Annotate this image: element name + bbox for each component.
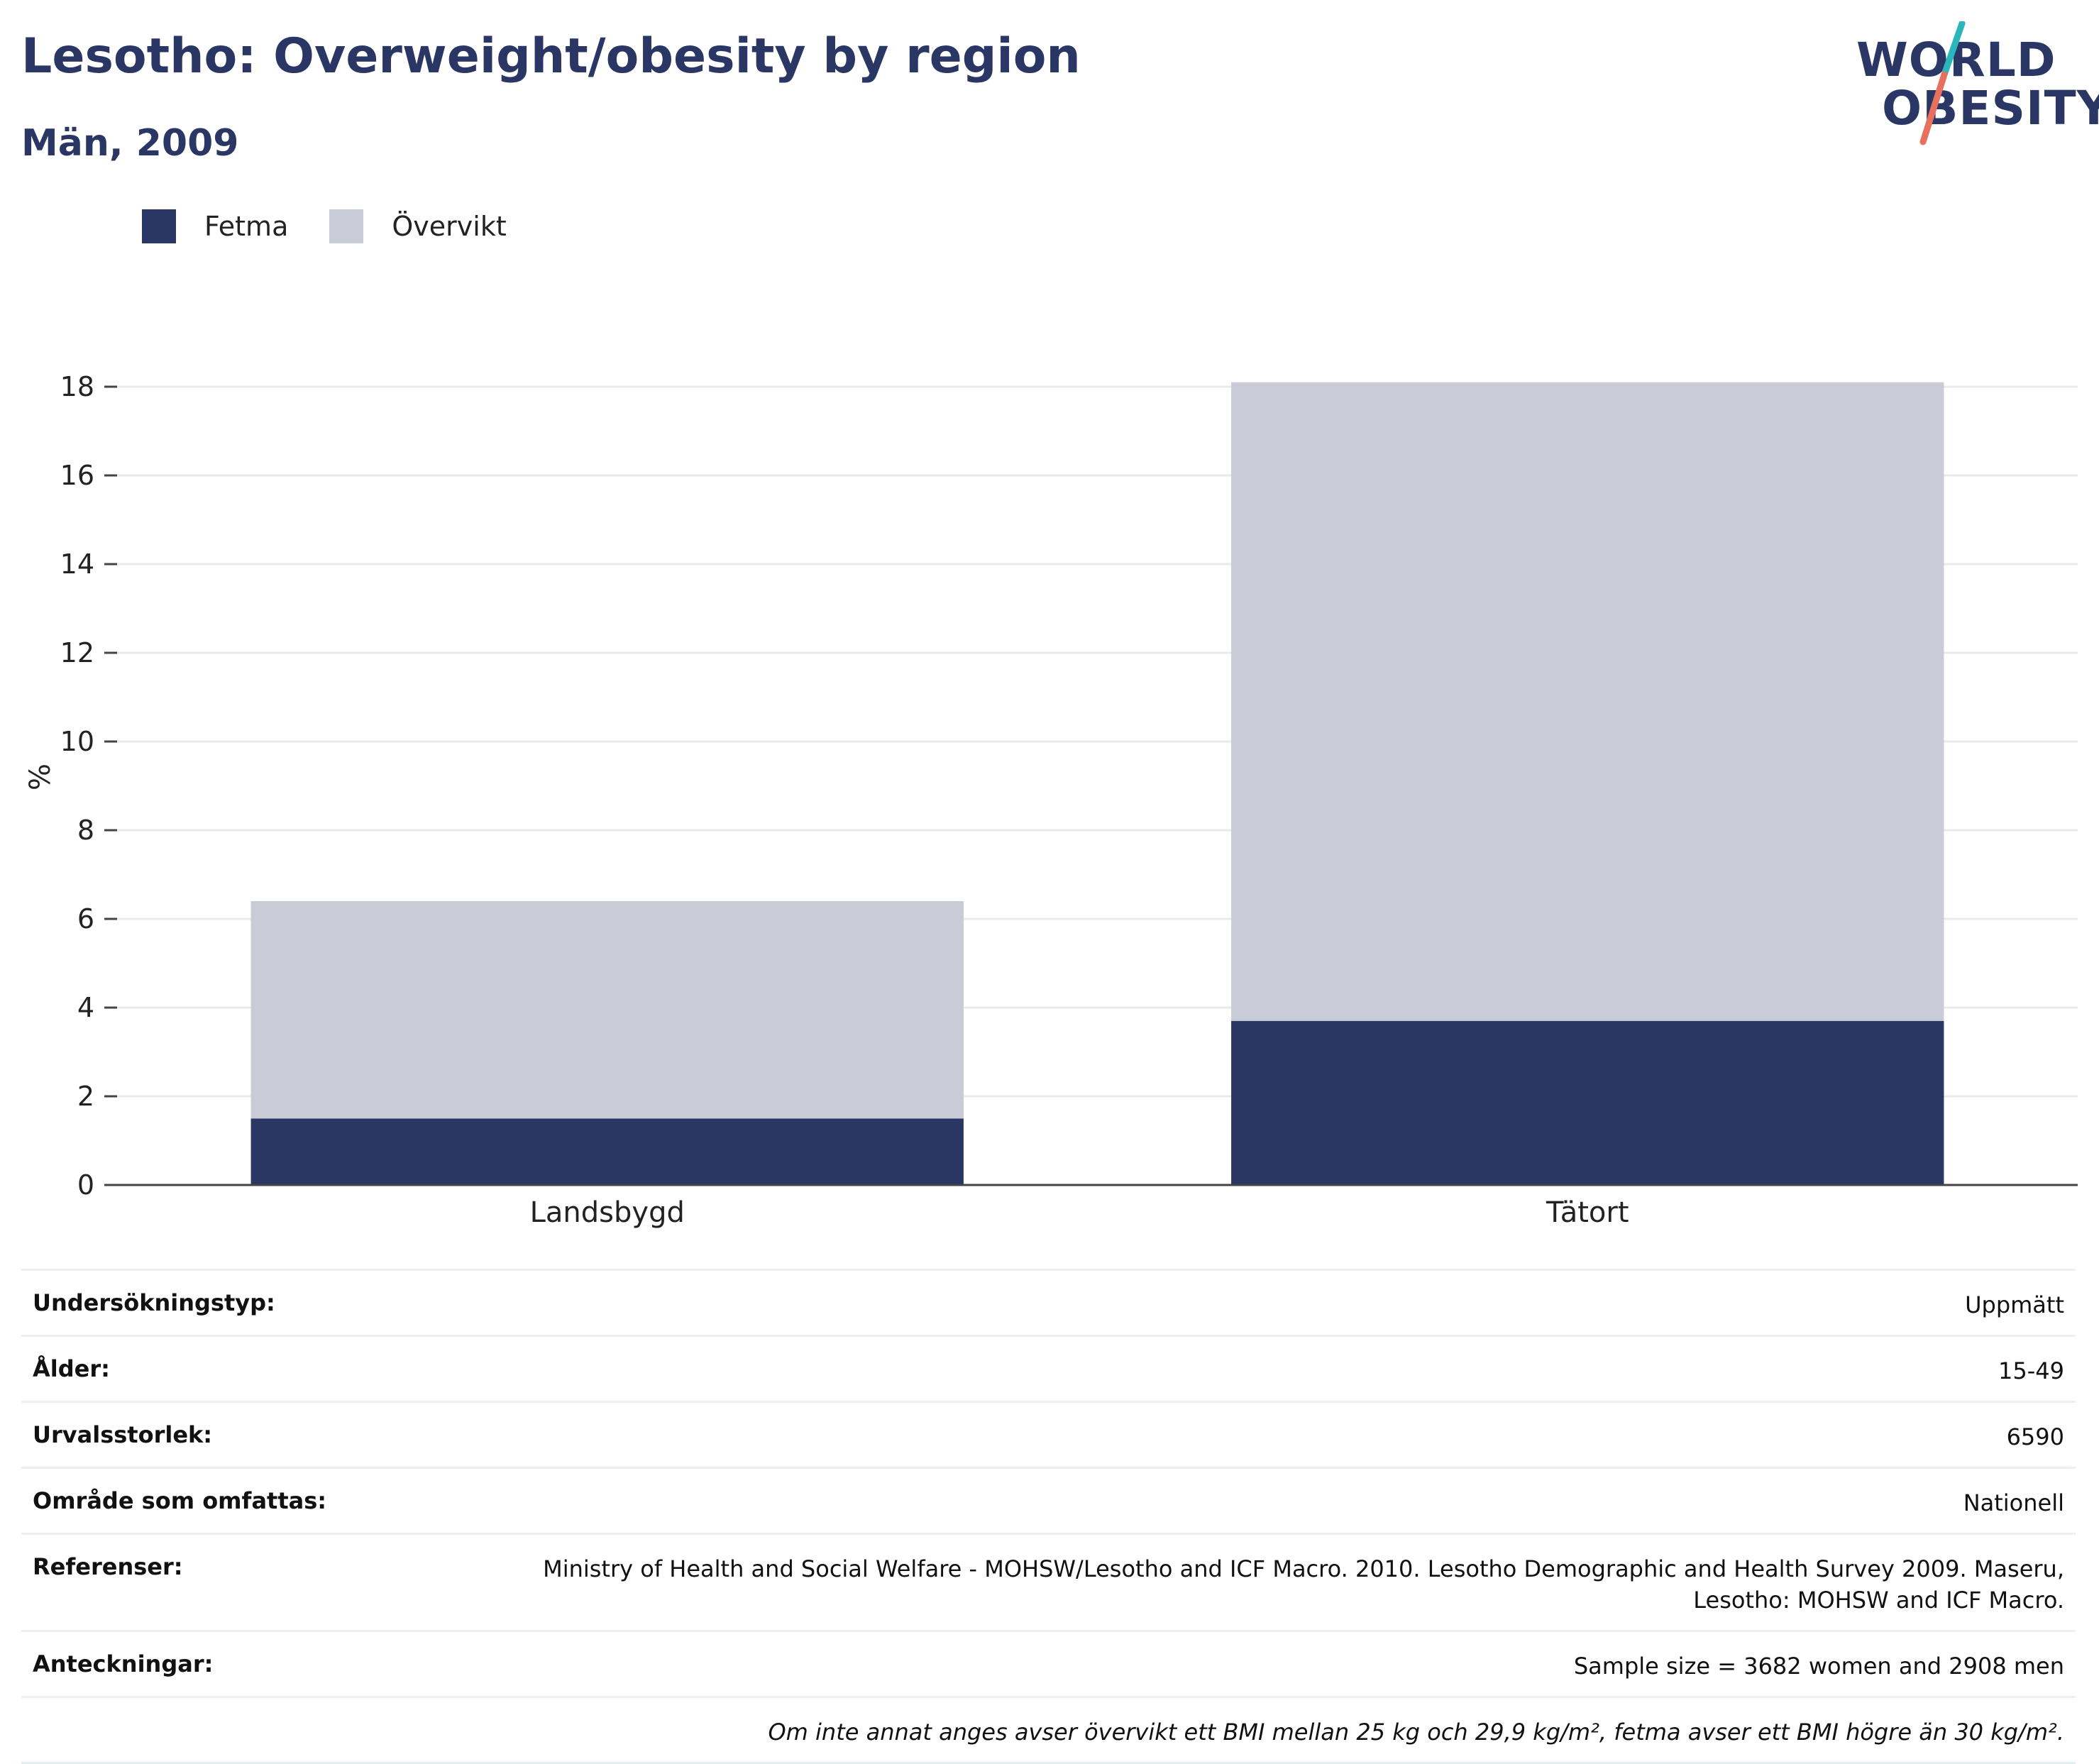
y-tick-label: 0 <box>77 1169 94 1201</box>
meta-key: Urvalsstorlek: <box>33 1421 213 1448</box>
meta-key: Anteckningar: <box>33 1650 214 1677</box>
chart-subtitle: Män, 2009 <box>21 122 239 165</box>
meta-key: Undersökningstyp: <box>33 1289 275 1316</box>
meta-value: Sample size = 3682 women and 2908 men <box>1573 1653 2064 1680</box>
meta-value: Uppmätt <box>1965 1291 2064 1318</box>
meta-value: 6590 <box>2006 1423 2064 1450</box>
bar-övervikt-landsbygd <box>250 901 964 1119</box>
legend-swatch-overvikt <box>329 209 364 243</box>
bar-chart: 0 2 4 6 8 10 12 14 16 18% Landsbygd Tätort <box>24 371 2078 1229</box>
legend-item-overvikt[interactable]: Övervikt <box>329 209 507 243</box>
meta-value: Nationell <box>1963 1489 2064 1516</box>
meta-value: Ministry of Health and Social Welfare - … <box>543 1555 2064 1614</box>
bar-fetma-landsbygd <box>250 1118 964 1185</box>
legend-swatch-fetma <box>142 209 176 243</box>
y-tick-label: 16 <box>60 460 94 491</box>
bar-övervikt-tätort <box>1231 382 1944 1021</box>
world-obesity-logo: WORLD OBESITY <box>1852 21 2099 149</box>
meta-key: Ålder: <box>33 1355 110 1382</box>
logo-slash-icon <box>1919 21 1966 145</box>
meta-row-references: Referenser: Ministry of Health and Socia… <box>21 1533 2076 1630</box>
meta-row-sample-size: Urvalsstorlek: 6590 <box>21 1401 2076 1467</box>
y-tick-label: 8 <box>77 815 94 846</box>
meta-key: Område som omfattas: <box>33 1487 327 1514</box>
y-tick-label: 12 <box>60 637 94 668</box>
y-tick-label: 4 <box>77 992 94 1023</box>
chart-legend: Fetma Övervikt <box>142 209 548 243</box>
y-axis-label: % <box>24 764 57 790</box>
bmi-definition-note: Om inte annat anges avser övervikt ett B… <box>768 1719 2064 1746</box>
y-tick-label: 2 <box>77 1081 94 1112</box>
y-tick-label: 6 <box>77 903 94 935</box>
meta-row-age: Ålder: 15-49 <box>21 1335 2076 1401</box>
chart-title: Lesotho: Overweight/obesity by region <box>21 28 1081 84</box>
legend-item-fetma[interactable]: Fetma <box>142 209 288 243</box>
y-tick-label: 18 <box>60 371 94 402</box>
meta-row-bmi-note: Om inte annat anges avser övervikt ett B… <box>21 1696 2076 1764</box>
meta-row-survey-type: Undersökningstyp: Uppmätt <box>21 1269 2076 1335</box>
meta-row-coverage: Område som omfattas: Nationell <box>21 1467 2076 1533</box>
meta-key: Referenser: <box>33 1553 183 1580</box>
legend-label-overvikt: Övervikt <box>392 211 507 242</box>
metadata-table: Undersökningstyp: Uppmätt Ålder: 15-49 U… <box>21 1269 2076 1764</box>
x-tick-label: Tätort <box>1546 1196 1629 1229</box>
meta-row-notes: Anteckningar: Sample size = 3682 women a… <box>21 1630 2076 1696</box>
y-tick-label: 14 <box>60 549 94 580</box>
x-tick-label: Landsbygd <box>530 1196 685 1229</box>
bar-fetma-tätort <box>1231 1020 1944 1185</box>
legend-label-fetma: Fetma <box>204 211 289 242</box>
meta-value: 15-49 <box>1998 1357 2064 1384</box>
y-tick-label: 10 <box>60 726 94 757</box>
logo-line-2: OBESITY <box>1882 81 2099 136</box>
